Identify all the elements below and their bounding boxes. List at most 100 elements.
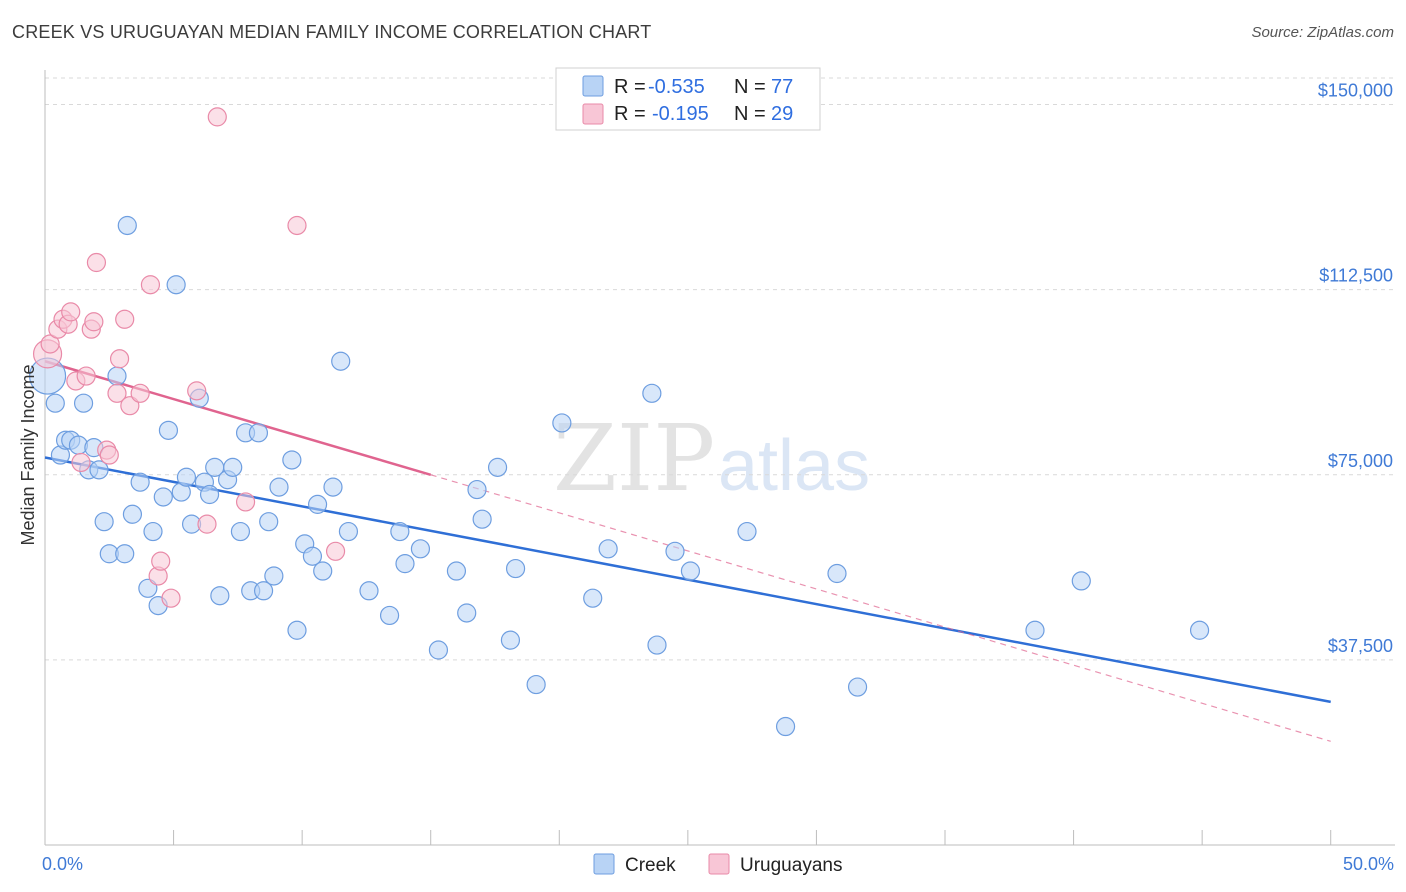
data-point-uruguayans bbox=[287, 215, 307, 236]
legend-r-label-uruguayans: R = bbox=[614, 103, 646, 125]
data-point-creek bbox=[487, 457, 508, 477]
data-point-creek bbox=[775, 716, 796, 737]
data-point-creek bbox=[302, 546, 323, 566]
data-point-creek bbox=[647, 635, 667, 655]
data-point-creek bbox=[176, 467, 197, 487]
data-point-creek bbox=[552, 413, 572, 433]
data-point-creek bbox=[287, 620, 307, 640]
data-point-creek bbox=[122, 504, 143, 524]
data-point-creek bbox=[847, 677, 868, 697]
data-point-creek bbox=[117, 215, 137, 236]
data-point-creek bbox=[45, 393, 65, 413]
data-point-creek bbox=[500, 630, 521, 650]
data-point-creek bbox=[827, 563, 847, 584]
data-point-creek bbox=[583, 588, 603, 608]
legend-r-value-creek: -0.535 bbox=[648, 76, 705, 98]
data-point-creek bbox=[467, 479, 487, 500]
data-point-creek bbox=[107, 366, 127, 386]
data-point-creek bbox=[1189, 620, 1210, 640]
data-point-uruguayans bbox=[40, 334, 60, 354]
data-point-uruguayans bbox=[76, 366, 96, 386]
data-point-creek bbox=[143, 521, 163, 542]
data-point-uruguayans bbox=[71, 452, 91, 473]
data-point-creek bbox=[642, 383, 662, 403]
points-layer bbox=[28, 107, 1210, 737]
data-point-creek bbox=[359, 581, 379, 601]
y-tick-label: $75,000 bbox=[1328, 451, 1393, 471]
x-tick-label: 50.0% bbox=[1343, 854, 1394, 874]
data-point-creek bbox=[313, 561, 333, 581]
y-tick-label: $112,500 bbox=[1319, 266, 1393, 286]
data-point-creek bbox=[505, 558, 526, 579]
data-point-uruguayans bbox=[197, 514, 217, 534]
data-point-creek bbox=[210, 586, 230, 606]
data-point-creek bbox=[89, 460, 109, 480]
legend-swatch-uruguayans bbox=[582, 103, 604, 125]
data-point-creek bbox=[153, 487, 173, 507]
data-point-uruguayans bbox=[151, 551, 171, 571]
data-point-uruguayans bbox=[115, 309, 135, 329]
data-point-creek bbox=[199, 484, 220, 505]
data-point-creek bbox=[307, 494, 328, 514]
source-credit: Source: ZipAtlas.com bbox=[1251, 24, 1394, 41]
data-point-creek bbox=[115, 544, 135, 564]
bottom-legend-label-creek: Creek bbox=[625, 855, 676, 876]
x-tick-label: 0.0% bbox=[42, 854, 83, 874]
data-point-uruguayans bbox=[120, 396, 140, 416]
data-point-creek bbox=[158, 420, 179, 440]
watermark-zip: ZIP bbox=[553, 405, 715, 512]
data-point-creek bbox=[1025, 620, 1045, 640]
chart-title: CREEK VS URUGUAYAN MEDIAN FAMILY INCOME … bbox=[12, 22, 652, 42]
data-point-creek bbox=[166, 275, 186, 295]
data-point-creek bbox=[598, 539, 618, 559]
data-point-creek bbox=[264, 566, 284, 586]
trend-line-dashed-uruguayans bbox=[430, 474, 1331, 742]
data-point-uruguayans bbox=[84, 312, 104, 332]
data-point-creek bbox=[338, 521, 359, 542]
data-point-creek bbox=[390, 521, 410, 542]
data-point-uruguayans bbox=[109, 349, 130, 369]
data-point-creek bbox=[230, 521, 251, 542]
legend-n-label-uruguayans: N = bbox=[734, 103, 766, 125]
stats-legend: R = -0.535 N = 77 R = -0.195 N = 29 bbox=[555, 67, 821, 131]
y-axis-title: Median Family Income bbox=[18, 364, 38, 545]
data-point-uruguayans bbox=[107, 383, 127, 403]
data-point-uruguayans bbox=[99, 445, 119, 465]
grid-layer bbox=[45, 77, 1395, 661]
data-point-creek bbox=[331, 351, 351, 371]
data-point-creek bbox=[269, 477, 289, 497]
data-point-creek bbox=[223, 457, 243, 477]
data-point-uruguayans bbox=[61, 302, 81, 322]
data-point-creek bbox=[94, 512, 114, 532]
data-point-creek bbox=[1071, 571, 1091, 591]
data-point-uruguayans bbox=[207, 107, 227, 127]
data-point-creek bbox=[379, 605, 400, 626]
data-point-creek bbox=[526, 674, 546, 695]
legend-r-label-creek: R = bbox=[614, 76, 646, 98]
legend-n-label-creek: N = bbox=[734, 76, 766, 98]
data-point-creek bbox=[253, 581, 274, 601]
data-point-creek bbox=[737, 521, 757, 542]
series-legend: Creek Uruguayans bbox=[593, 853, 842, 876]
data-point-creek bbox=[680, 561, 701, 581]
data-point-creek bbox=[428, 640, 449, 660]
data-point-creek bbox=[248, 423, 269, 443]
y-tick-label: $150,000 bbox=[1318, 81, 1393, 101]
data-point-creek bbox=[395, 554, 415, 574]
data-point-creek bbox=[282, 450, 302, 470]
data-point-uruguayans bbox=[325, 541, 346, 561]
data-point-creek bbox=[410, 539, 431, 559]
data-point-creek bbox=[472, 509, 492, 529]
legend-r-value-uruguayans: -0.195 bbox=[652, 103, 709, 125]
data-point-uruguayans bbox=[130, 383, 150, 403]
data-point-creek bbox=[73, 393, 94, 413]
data-point-creek bbox=[446, 561, 467, 581]
data-point-creek bbox=[457, 603, 477, 623]
bottom-legend-label-uruguayans: Uruguayans bbox=[740, 855, 842, 876]
legend-n-value-uruguayans: 29 bbox=[771, 103, 793, 125]
data-point-uruguayans bbox=[140, 275, 161, 295]
legend-n-value-creek: 77 bbox=[771, 76, 793, 98]
data-point-uruguayans bbox=[187, 381, 207, 401]
data-point-creek bbox=[323, 477, 343, 497]
